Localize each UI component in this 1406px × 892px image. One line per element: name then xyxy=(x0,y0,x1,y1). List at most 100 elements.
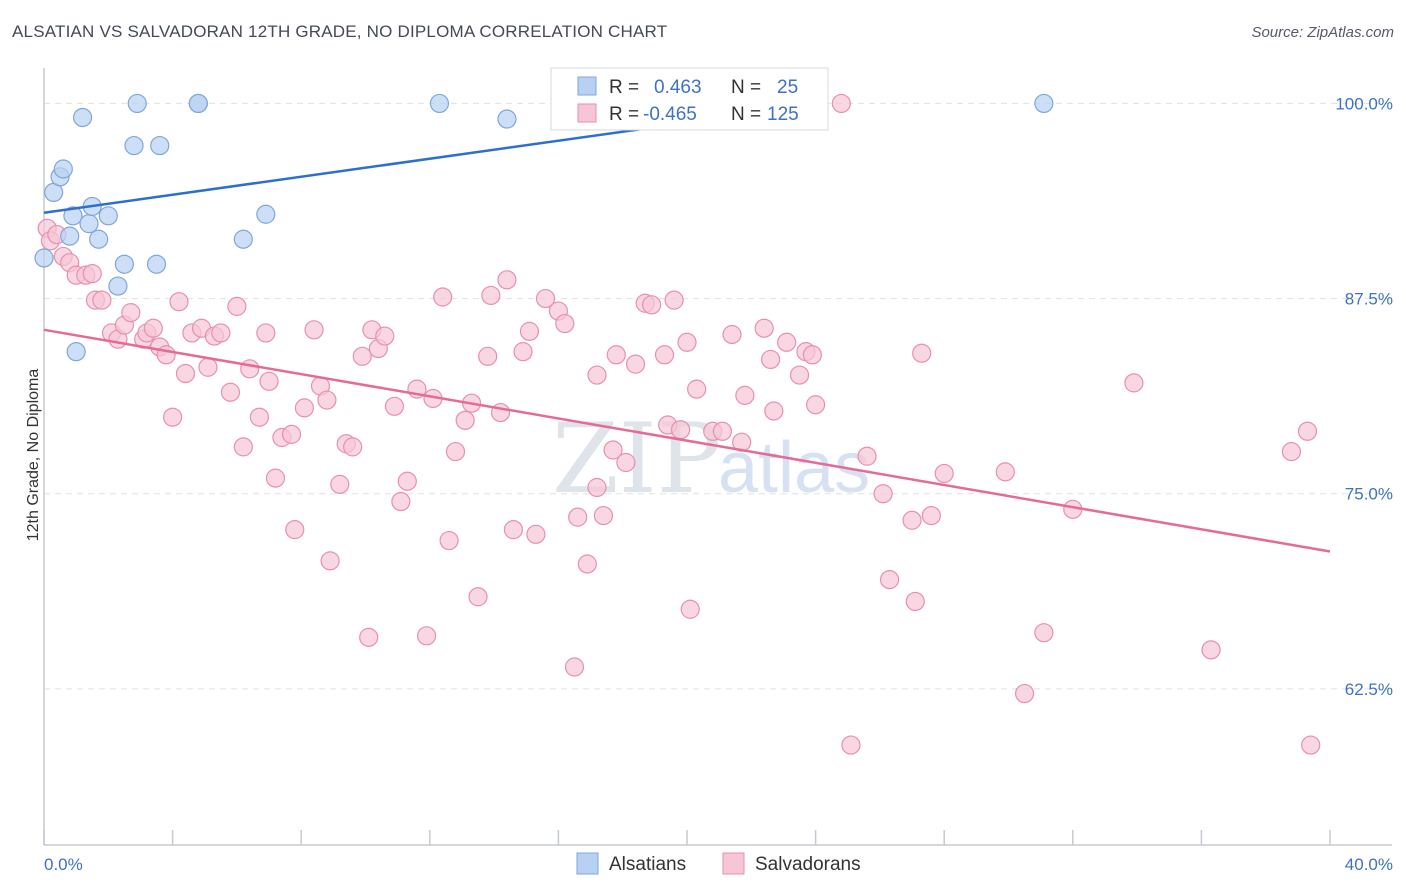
salvadorans-point-117 xyxy=(1014,683,1035,704)
salvadorans-point-73 xyxy=(555,313,575,334)
legend-alsatians-label: Alsatians xyxy=(609,854,686,875)
salvadorans-point-26 xyxy=(211,323,231,343)
salvadorans-point-90 xyxy=(677,332,697,352)
salvadorans-point-81 xyxy=(606,345,626,365)
salvadorans-point-95 xyxy=(722,324,742,345)
legend-salvadorans-label: Salvadorans xyxy=(755,854,861,875)
salvadorans-point-91 xyxy=(680,599,700,619)
alsatians-point-21 xyxy=(429,93,450,114)
salvadorans-point-30 xyxy=(240,359,260,379)
salvadorans-point-29 xyxy=(233,437,253,457)
salvadorans-point-101 xyxy=(777,332,797,352)
legend-r-value-1: 0.463 xyxy=(654,77,702,98)
salvadorans-point-57 xyxy=(433,287,453,307)
salvadorans-point-43 xyxy=(330,474,350,494)
salvadorans-point-42 xyxy=(320,551,340,571)
salvadorans-point-24 xyxy=(198,357,218,377)
alsatians-point-14 xyxy=(124,135,144,156)
salvadorans-point-36 xyxy=(281,424,302,444)
salvadorans-point-69 xyxy=(519,321,540,341)
salvadorans-point-60 xyxy=(455,410,475,430)
salvadorans-swatch xyxy=(577,103,597,123)
legend-n-value-2: 125 xyxy=(767,104,799,125)
salvadorans-point-86 xyxy=(654,345,675,365)
salvadorans-point-39 xyxy=(304,320,324,340)
salvadorans-point-92 xyxy=(687,379,707,399)
salvadorans-point-78 xyxy=(587,477,607,498)
salvadorans-point-7 xyxy=(82,263,102,284)
salvadorans-point-110 xyxy=(879,569,900,590)
legend-n-label-1: N = xyxy=(731,77,761,98)
x-tick-label-1: 40.0% xyxy=(1345,855,1393,874)
salvadorans-point-47 xyxy=(359,627,379,647)
series-legend: Alsatians Salvadorans xyxy=(576,852,861,875)
salvadorans-point-124 xyxy=(1301,735,1321,755)
salvadorans-point-89 xyxy=(670,420,691,440)
salvadorans-point-55 xyxy=(416,626,437,646)
salvadorans-point-58 xyxy=(439,530,459,551)
salvadorans-point-107 xyxy=(841,735,861,755)
alsatians-point-6 xyxy=(66,342,86,362)
salvadorans-point-80 xyxy=(603,440,623,460)
salvadorans-point-106 xyxy=(831,93,851,114)
alsatians-point-19 xyxy=(233,229,253,249)
alsatians-point-16 xyxy=(146,254,167,274)
salvadorans-point-28 xyxy=(227,296,247,316)
x-tick-label-0: 0.0% xyxy=(44,855,83,874)
salvadorans-point-70 xyxy=(526,524,546,544)
alsatians-point-15 xyxy=(127,93,147,114)
salvadorans-point-13 xyxy=(121,303,141,323)
salvadorans-point-52 xyxy=(391,491,411,512)
salvadorans-point-99 xyxy=(760,349,781,370)
y-tick-label-0: 62.5% xyxy=(1345,680,1393,699)
alsatians-points xyxy=(34,93,1054,362)
salvadorans-point-50 xyxy=(375,326,395,346)
salvadorans-point-21 xyxy=(175,363,196,384)
salvadorans-point-64 xyxy=(481,285,501,306)
alsatians-point-12 xyxy=(108,276,128,296)
legend-alsatians-swatch xyxy=(576,852,599,875)
y-axis-title: 12th Grade, No Diploma xyxy=(25,369,42,542)
salvadorans-point-68 xyxy=(513,342,533,362)
salvadorans-points xyxy=(37,93,1321,755)
salvadorans-point-41 xyxy=(317,390,337,410)
salvadorans-point-88 xyxy=(664,290,684,310)
salvadorans-point-94 xyxy=(712,421,732,441)
salvadorans-point-18 xyxy=(156,345,176,365)
legend-r-label-2: R = xyxy=(609,104,639,125)
salvadorans-point-100 xyxy=(764,401,784,421)
salvadorans-point-102 xyxy=(789,365,810,385)
salvadorans-point-98 xyxy=(754,318,774,338)
alsatians-point-4 xyxy=(60,226,80,246)
alsatians-point-17 xyxy=(150,135,170,156)
alsatians-point-24 xyxy=(188,93,208,114)
salvadorans-point-74 xyxy=(564,657,585,677)
salvadorans-point-114 xyxy=(921,505,941,526)
legend-n-value-1: 25 xyxy=(777,77,798,98)
chart-title: ALSATIAN VS SALVADORAN 12TH GRADE, NO DI… xyxy=(12,22,668,41)
y-tick-labels: 62.5% 75.0% 87.5% 100.0% xyxy=(1335,94,1393,698)
alsatians-point-0 xyxy=(34,248,54,268)
alsatians-swatch xyxy=(577,76,597,96)
salvadorans-point-121 xyxy=(1201,640,1221,660)
watermark-zip: ZIP xyxy=(552,403,721,515)
source-credit: Source: ZipAtlas.com xyxy=(1251,24,1394,41)
salvadorans-point-45 xyxy=(343,437,363,457)
alsatians-point-10 xyxy=(89,229,109,249)
salvadorans-point-76 xyxy=(577,554,597,574)
axes xyxy=(43,68,1392,846)
salvadorans-point-34 xyxy=(265,468,286,488)
salvadorans-point-97 xyxy=(735,385,755,405)
alsatians-point-8 xyxy=(79,214,99,234)
y-tick-label-3: 100.0% xyxy=(1335,94,1393,113)
salvadorans-point-38 xyxy=(294,398,315,418)
salvadorans-point-63 xyxy=(478,346,498,366)
salvadorans-point-113 xyxy=(912,343,932,363)
salvadorans-point-37 xyxy=(285,520,305,540)
y-tick-label-2: 87.5% xyxy=(1345,290,1393,309)
salvadorans-point-51 xyxy=(384,396,405,416)
salvadorans-point-66 xyxy=(497,270,517,290)
salvadorans-point-105 xyxy=(805,395,826,415)
salvadorans-point-9 xyxy=(92,290,112,310)
